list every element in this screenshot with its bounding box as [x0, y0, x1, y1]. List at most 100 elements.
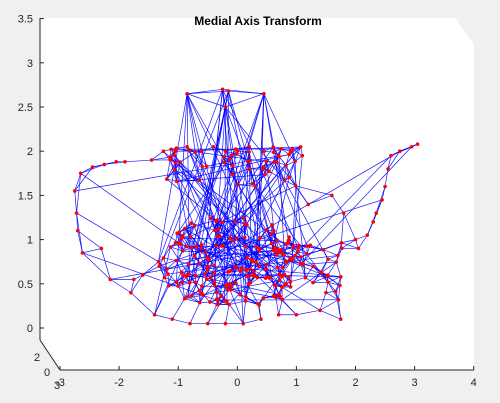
- graph-edge: [275, 297, 280, 315]
- graph-node: [339, 240, 344, 245]
- graph-node: [223, 321, 228, 326]
- graph-edge: [198, 166, 203, 181]
- graph-node: [189, 245, 194, 250]
- graph-node: [284, 282, 288, 286]
- graph-node: [296, 250, 300, 254]
- graph-node: [75, 228, 80, 233]
- graph-node: [282, 272, 287, 277]
- graph-edge: [372, 199, 383, 223]
- graph-node: [174, 179, 179, 184]
- graph-edge: [341, 213, 345, 243]
- graph-edge: [104, 161, 126, 165]
- graph-node: [227, 157, 232, 162]
- graph-edge: [130, 292, 155, 315]
- graph-node: [245, 274, 250, 278]
- graph-edge: [228, 91, 260, 249]
- graph-edge: [184, 165, 234, 299]
- graph-edge: [285, 154, 290, 166]
- graph-node: [225, 288, 230, 292]
- graph-node: [172, 153, 177, 157]
- graph-edge: [225, 304, 230, 324]
- graph-node: [242, 235, 247, 240]
- graph-node: [180, 234, 185, 238]
- graph-edge: [240, 270, 244, 324]
- graph-node: [288, 285, 293, 289]
- graph-node: [201, 293, 206, 297]
- graph-edge: [176, 93, 188, 282]
- z-tick-label: 1.5: [18, 190, 33, 202]
- graph-edge: [158, 89, 223, 262]
- graph-edge: [214, 230, 328, 277]
- graph-node: [318, 308, 322, 313]
- graph-node: [282, 253, 287, 257]
- z-tick-label: 1: [27, 235, 33, 247]
- graph-node: [266, 275, 270, 279]
- graph-node: [293, 184, 298, 188]
- graph-node: [261, 296, 266, 300]
- graph-node: [189, 221, 193, 225]
- graph-edge: [288, 146, 301, 155]
- graph-node: [226, 89, 231, 93]
- graph-edge: [170, 246, 183, 252]
- graph-node: [213, 284, 217, 288]
- graph-edge: [237, 184, 256, 187]
- graph-edge: [263, 93, 291, 152]
- graph-edge: [210, 218, 216, 231]
- axis-lines: [39, 18, 474, 371]
- graph-edge: [163, 257, 168, 269]
- graph-edge: [265, 177, 290, 279]
- graph-edge: [199, 281, 215, 303]
- graph-edge: [187, 296, 200, 303]
- graph-edge: [124, 159, 152, 163]
- x-tick-label: 3: [412, 377, 418, 389]
- graph-node: [80, 251, 85, 255]
- graph-node: [207, 257, 211, 262]
- x-tick-label: -3: [55, 377, 65, 389]
- graph-node: [193, 280, 198, 285]
- graph-edge: [182, 250, 301, 258]
- graph-edge: [337, 242, 342, 256]
- graph-edge: [178, 282, 190, 287]
- graph-edge: [186, 93, 190, 283]
- graph-edge: [196, 246, 208, 259]
- graph-node: [200, 284, 204, 289]
- graph-node: [204, 164, 209, 169]
- graph-node: [277, 154, 281, 159]
- graph-edge: [327, 261, 337, 276]
- graph-edge: [166, 260, 177, 270]
- graph-edge: [77, 230, 102, 249]
- graph-edge: [177, 275, 185, 287]
- graph-edge: [176, 155, 232, 234]
- graph-edge: [246, 257, 251, 270]
- graph-node: [380, 198, 384, 202]
- graph-node: [172, 168, 177, 172]
- graph-node: [287, 235, 291, 239]
- graph-edge: [278, 156, 285, 256]
- graph-edge: [174, 169, 284, 268]
- graph-node: [353, 237, 358, 242]
- graph-node: [321, 247, 326, 252]
- graph-edge: [319, 299, 339, 311]
- graph-edge: [189, 225, 195, 237]
- graph-node: [244, 222, 249, 227]
- graph-node: [114, 160, 118, 164]
- graph-edge: [230, 285, 241, 295]
- graph-node: [264, 262, 269, 267]
- graph-node: [324, 290, 328, 295]
- graph-edge: [82, 252, 111, 280]
- graph-edge: [290, 277, 306, 283]
- graph-node: [222, 160, 226, 165]
- graph-edge: [74, 173, 82, 192]
- graph-node: [211, 144, 216, 149]
- graph-edge: [283, 165, 287, 181]
- graph-node: [187, 280, 192, 285]
- graph-node: [235, 182, 240, 187]
- graph-edge: [355, 234, 368, 240]
- graph-node: [216, 302, 220, 307]
- graph-node: [208, 216, 213, 221]
- graph-node: [298, 261, 303, 266]
- graph-edge: [207, 304, 218, 324]
- graph-node: [326, 280, 330, 284]
- graph-node: [279, 247, 284, 252]
